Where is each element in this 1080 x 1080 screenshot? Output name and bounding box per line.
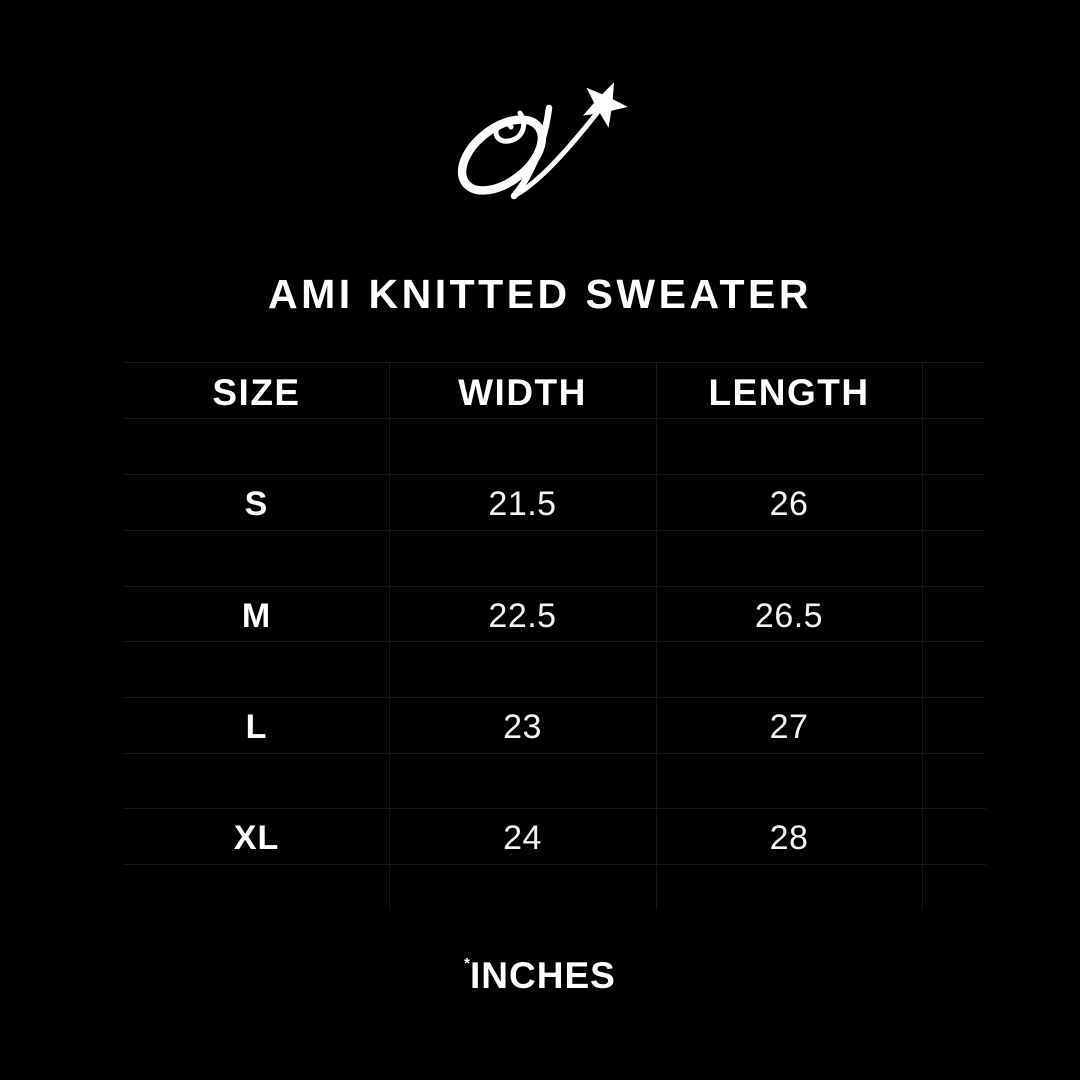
grid-line-horizontal [124,808,986,809]
grid-line-horizontal [124,753,986,754]
grid-line-horizontal [124,641,986,642]
grid-line-horizontal [124,586,986,587]
size-cell: S [244,485,269,523]
table-row-s: S 21.5 26 [124,474,922,530]
width-cell: 23 [503,708,542,746]
brand-logo [457,82,628,200]
shooting-star-icon [583,82,628,128]
grid-line-horizontal [124,697,986,698]
table-row-l: L 23 27 [124,697,922,753]
size-cell: M [241,597,272,635]
length-cell: 26 [769,485,809,523]
page-title: AMI KNITTED SWEATER [267,271,813,317]
grid-line-horizontal [124,864,986,865]
grid-line-horizontal [124,530,986,531]
asterisk-superscript: * [464,955,471,972]
length-cell: 26.5 [754,597,824,635]
width-cell: 21.5 [488,485,557,523]
grid-line-vertical [922,362,923,910]
column-header-length: LENGTH [708,371,870,413]
length-cell: 27 [769,708,809,746]
grid-line-horizontal [124,418,986,419]
length-cell: 28 [769,819,809,857]
table-header-row: SIZE WIDTH LENGTH [124,362,922,418]
grid-line-horizontal [124,474,986,475]
table-row-m: M 22.5 26.5 [124,586,922,642]
width-cell: 22.5 [488,597,557,635]
script-v-icon [457,104,600,200]
size-cell: XL [233,819,280,857]
column-header-width: WIDTH [458,371,587,413]
size-chart-table: SIZE WIDTH LENGTH S 21.5 26 M 22.5 26.5 … [124,362,986,910]
size-cell: L [245,708,268,746]
grid-line-vertical [656,362,657,910]
grid-line-vertical [389,362,390,910]
units-label: INCHES [470,955,616,996]
units-note: *INCHES [0,944,1080,996]
grid-line-horizontal [124,362,986,363]
column-header-size: SIZE [212,371,301,413]
table-row-xl: XL 24 28 [124,808,922,864]
width-cell: 24 [503,819,542,857]
